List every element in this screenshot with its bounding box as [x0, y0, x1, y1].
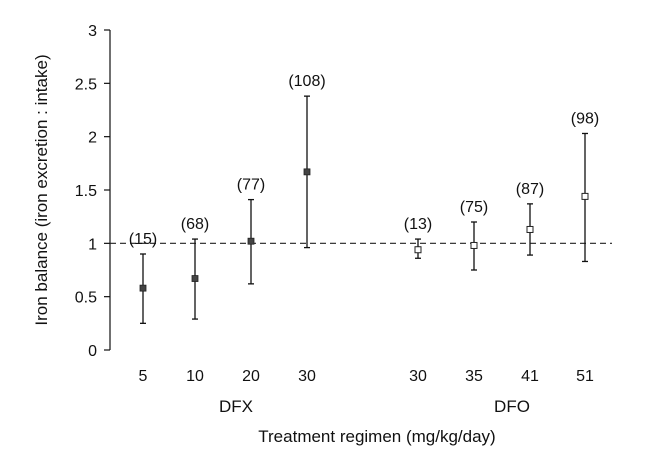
data-point-marker: [414, 246, 422, 254]
x-tick-label: 20: [242, 368, 260, 385]
group-label-dfo: DFO: [494, 397, 530, 416]
group-label-dfx: DFX: [219, 397, 253, 416]
data-point-marker: [191, 275, 199, 282]
data-point-marker: [139, 284, 147, 292]
y-axis-label: Iron balance (iron excretion : intake): [32, 54, 51, 325]
series-dfx: (15) (68) (77) (108): [129, 73, 326, 324]
x-tick-label: 35: [465, 368, 483, 385]
sample-size-label: (13): [404, 216, 432, 233]
x-tick-label: 51: [576, 368, 594, 385]
x-tick-label: 10: [186, 368, 204, 385]
sample-size-label: (77): [237, 177, 265, 194]
sample-size-label: (108): [288, 73, 325, 90]
y-tick-label: 2.5: [75, 76, 97, 93]
y-tick-label: 1: [88, 236, 97, 253]
data-point-marker: [581, 192, 589, 200]
sample-size-label: (98): [571, 110, 599, 127]
x-tick-label: 41: [521, 368, 539, 385]
sample-size-label: (68): [181, 216, 209, 233]
y-tick-label: 0: [88, 343, 97, 360]
data-point-marker: [526, 225, 534, 233]
sample-size-label: (87): [516, 181, 544, 198]
y-tick-label: 0.5: [75, 290, 97, 307]
x-tick-label: 5: [139, 368, 148, 385]
x-axis-label: Treatment regimen (mg/kg/day): [258, 427, 495, 446]
y-tick-label: 3: [88, 23, 97, 40]
y-tick-label: 2: [88, 130, 97, 147]
x-tick-label: 30: [298, 368, 316, 385]
sample-size-label: (15): [129, 231, 157, 248]
sample-size-label: (75): [460, 199, 488, 216]
data-point-marker: [470, 241, 478, 249]
data-point-marker: [247, 237, 255, 245]
series-dfo: (13) (75) (87) (98): [404, 110, 599, 271]
y-tick-label: 1.5: [75, 183, 97, 200]
x-tick-label: 30: [409, 368, 427, 385]
data-point-marker: [303, 168, 311, 176]
